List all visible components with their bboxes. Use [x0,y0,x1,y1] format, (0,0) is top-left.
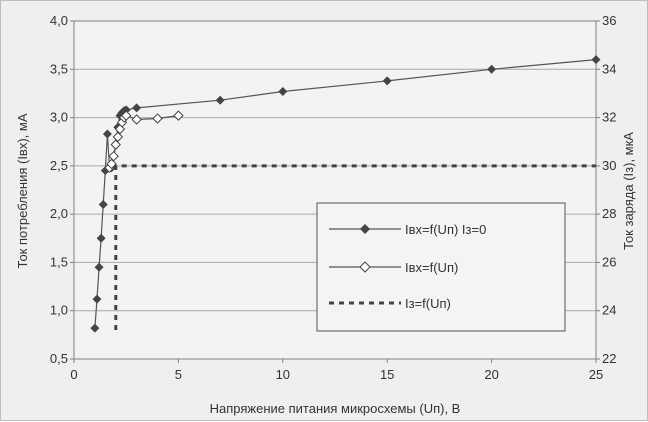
tick-label-y-left: 1,5 [50,254,68,269]
y-right-axis-title: Ток заряда (Iз), мкА [621,132,636,250]
data-point-series-0 [102,129,112,139]
tick-label-y-left: 3,5 [50,61,68,76]
legend-label-series-2: Iз=f(Uп) [405,296,451,311]
data-point-series-1 [106,158,117,170]
data-point-series-0 [215,95,225,105]
data-point-series-0 [96,233,106,243]
tick-label-x: 15 [380,367,394,382]
tick-label-y-right: 30 [602,158,616,173]
legend-label-series-0: Iвх=f(Uп) Iз=0 [405,222,486,237]
data-point-series-0 [132,103,142,113]
data-point-series-1 [120,110,132,121]
tick-label-y-right: 32 [602,110,616,125]
tick-label-y-right: 34 [602,61,616,76]
data-point-series-0 [92,294,102,304]
data-point-series-1 [152,113,163,124]
tick-label-y-right: 22 [602,351,616,366]
tick-label-y-left: 0,5 [50,351,68,366]
tick-label-x: 10 [276,367,290,382]
tick-label-y-left: 1,0 [50,303,68,318]
data-point-series-1 [131,114,142,125]
data-point-series-1 [110,139,121,150]
tick-label-y-right: 26 [602,254,616,269]
series-layer [90,55,601,333]
y-left-axis-title: Ток потребления (Iвх), мА [15,113,30,268]
legend: Iвх=f(Uп) Iз=0 Iвх=f(Uп) Iз=f(Uп) [316,202,566,332]
data-point-series-0 [98,199,108,209]
data-point-series-0 [591,55,601,65]
series-line-2 [114,164,596,330]
tick-label-x: 25 [589,367,603,382]
data-point-series-1 [112,131,124,143]
tick-label-y-left: 4,0 [50,13,68,28]
tick-label-y-right: 28 [602,206,616,221]
tick-label-x: 0 [70,367,77,382]
ticks: 0,5 1,0 1,5 2,0 2,5 3,0 3,5 4,0 22 24 26 28 30 32 34 36… [50,13,617,382]
tick-label-y-left: 2,0 [50,206,68,221]
tick-label-y-right: 24 [602,303,616,318]
tick-label-y-left: 3,0 [50,110,68,125]
legend-label-series-1: Iвх=f(Uп) [405,260,458,275]
x-axis-title: Напряжение питания микросхемы (Uп), В [210,401,461,416]
legend-marker-hollow-diamond [359,261,371,273]
data-point-series-1 [108,150,119,162]
data-point-series-0 [94,262,104,272]
legend-marker-filled-diamond [360,224,370,234]
data-point-series-0 [121,105,131,115]
tick-label-x: 5 [175,367,182,382]
tick-label-x: 20 [484,367,498,382]
data-point-series-0 [278,86,288,96]
tick-label-y-right: 36 [602,13,616,28]
data-point-series-0 [90,323,100,333]
tick-label-y-left: 2,5 [50,158,68,173]
data-point-series-0 [487,64,497,74]
data-point-series-1 [173,110,184,121]
data-point-series-0 [382,76,392,86]
